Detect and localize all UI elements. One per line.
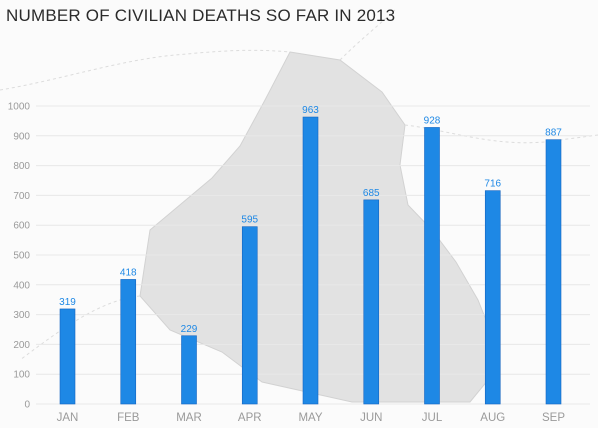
y-tick-label: 200 (13, 340, 30, 351)
map-border-line (339, 9, 396, 61)
bar-aug (484, 190, 501, 405)
y-tick-label: 700 (13, 191, 30, 202)
bar-may (302, 116, 319, 405)
y-tick-label: 600 (13, 221, 30, 232)
y-tick-label: 900 (13, 131, 30, 142)
y-tick-label: 400 (13, 280, 30, 291)
x-axis: JAN FEB MAR APR MAY JUN JUL AUG SEP (57, 412, 566, 424)
y-tick-label: 300 (13, 310, 30, 321)
data-label: 685 (363, 188, 380, 199)
x-tick-label: MAY (298, 412, 322, 424)
data-label: 963 (302, 105, 319, 116)
y-tick-label: 1000 (8, 102, 31, 113)
y-tick-label: 0 (24, 400, 30, 411)
bar-apr (241, 226, 258, 405)
data-label: 716 (484, 179, 501, 190)
x-tick-label: JAN (57, 412, 79, 424)
y-tick-label: 100 (13, 370, 30, 381)
bar-feb (120, 279, 137, 405)
x-tick-label: JUN (360, 412, 382, 424)
y-tick-label: 500 (13, 251, 30, 262)
data-label: 319 (59, 297, 76, 308)
data-label: 595 (241, 215, 258, 226)
x-tick-label: MAR (176, 412, 202, 424)
data-label: 229 (181, 324, 198, 335)
x-tick-label: FEB (117, 412, 140, 424)
chart-title: NUMBER OF CIVILIAN DEATHS SO FAR IN 2013 (6, 6, 396, 25)
y-tick-label: 800 (13, 161, 30, 172)
bar-jan (59, 308, 76, 405)
data-label: 928 (424, 115, 441, 126)
y-axis: 0 100 200 300 400 500 600 700 800 900 1000 (8, 102, 31, 411)
bar-mar (181, 335, 197, 405)
x-tick-label: AUG (480, 412, 505, 424)
map-border-line (404, 124, 598, 144)
map-border-line (0, 49, 291, 91)
bar-sep (545, 139, 562, 405)
bars: 319 418 229 595 963 685 928 716 887 (59, 105, 562, 405)
data-label: 418 (120, 267, 137, 278)
data-label: 887 (545, 128, 562, 139)
bar-jun (363, 199, 380, 405)
x-tick-label: JUL (422, 412, 443, 424)
x-tick-label: APR (238, 412, 262, 424)
bar-jul (424, 127, 440, 405)
x-tick-label: SEP (542, 412, 565, 424)
